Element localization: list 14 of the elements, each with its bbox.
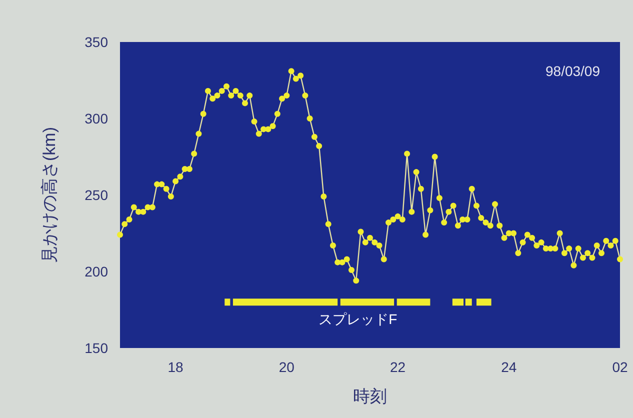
annotation: 98/03/09 xyxy=(546,63,600,79)
y-tick-label: 250 xyxy=(84,187,108,203)
y-tick-label: 300 xyxy=(84,110,108,126)
y-tick-label: 200 xyxy=(84,264,108,280)
series-label: スプレッドF xyxy=(318,311,398,328)
x-axis-title: 時刻 xyxy=(353,387,387,406)
y-axis-title: 見かけの高さ(km) xyxy=(40,127,59,263)
y-tick-label: 150 xyxy=(84,340,108,356)
y-tick-label: 350 xyxy=(84,34,108,50)
x-tick-label: 24 xyxy=(501,359,517,375)
x-tick-label: 18 xyxy=(168,359,184,375)
x-tick-label: 20 xyxy=(278,359,295,375)
x-tick-label: 02 xyxy=(612,359,628,375)
x-tick-label: 22 xyxy=(390,359,406,375)
